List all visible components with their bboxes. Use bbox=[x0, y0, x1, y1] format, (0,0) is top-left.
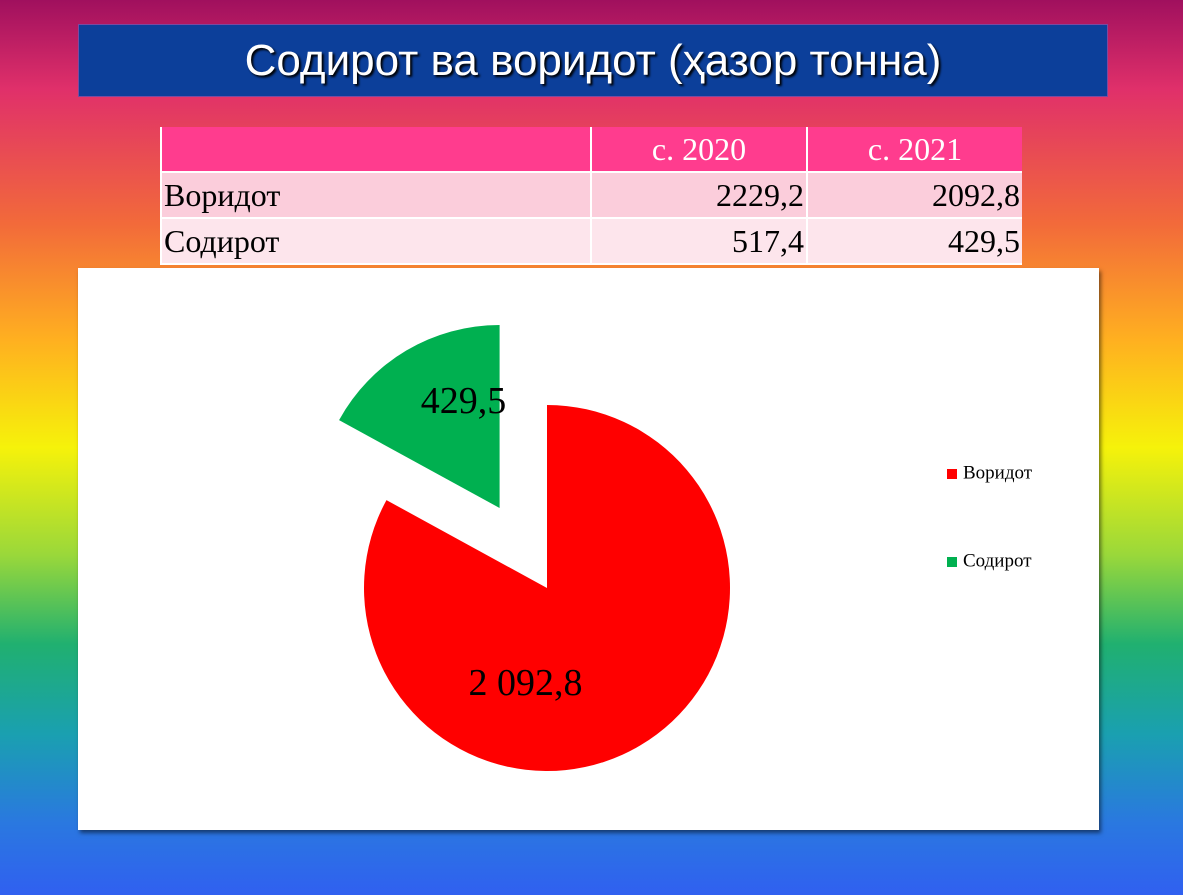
table-header: с. 2021 bbox=[806, 127, 1022, 173]
data-label: 429,5 bbox=[421, 380, 507, 422]
legend-label: Воридот bbox=[963, 462, 1033, 483]
row-label: Воридот bbox=[160, 172, 591, 219]
chart-panel: 2 092,8 429,5 Воридот Содирот bbox=[78, 268, 1099, 830]
pie-slice bbox=[363, 405, 730, 771]
chart: 2 092,8 429,5 Воридот Содирот bbox=[339, 324, 1033, 771]
table-cell: 517,4 bbox=[590, 218, 807, 265]
table-cell: 2092,8 bbox=[806, 172, 1022, 219]
data-label: 2 092,8 bbox=[469, 662, 583, 704]
slide-title: Содирот ва воридот (ҳазор тонна) bbox=[78, 24, 1108, 97]
pie-slice bbox=[339, 324, 500, 508]
table-cell: 2229,2 bbox=[590, 172, 807, 219]
legend-swatch bbox=[947, 557, 957, 567]
legend-swatch bbox=[947, 469, 957, 479]
table-corner bbox=[160, 127, 591, 173]
legend-label: Содирот bbox=[963, 550, 1032, 571]
data-table: с. 2020 с. 2021 Воридот 2229,2 2092,8 Содир… bbox=[160, 127, 1022, 265]
table-header: с. 2020 bbox=[590, 127, 807, 173]
table-cell: 429,5 bbox=[806, 218, 1022, 265]
row-label: Содирот bbox=[160, 218, 591, 265]
